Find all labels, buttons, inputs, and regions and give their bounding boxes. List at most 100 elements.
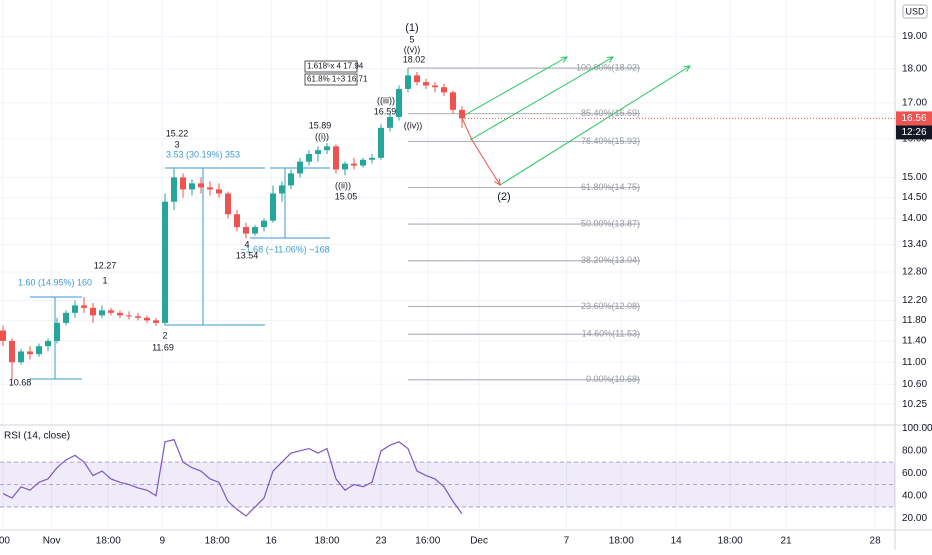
- axes: 19.0018.0017.0016.0015.0014.5014.0013.40…: [0, 31, 932, 547]
- candle-body: [396, 88, 402, 117]
- candle-body: [54, 322, 60, 341]
- candle-body: [261, 220, 267, 228]
- candle-body: [117, 312, 123, 316]
- fib-label: 23.60%(12.08): [581, 301, 640, 311]
- wave-label: 1: [102, 275, 107, 285]
- candle-body: [360, 159, 366, 166]
- currency-badge: [902, 4, 928, 19]
- x-tick-label: 7: [564, 536, 570, 547]
- x-tick-label: 18:00: [314, 536, 339, 547]
- wave-label: ((iii)): [377, 95, 395, 105]
- wave-label: (1): [405, 22, 418, 34]
- fib-label: 61.80%(14.75): [581, 182, 640, 192]
- y-tick-label: 13.40: [902, 239, 927, 250]
- wave-label: ((i)): [315, 131, 329, 141]
- fib-label: 0.00%(10.68): [586, 374, 640, 384]
- wave-label: 10.68: [9, 377, 32, 387]
- x-tick-label: 28: [870, 536, 882, 547]
- wave-label: 5: [409, 34, 414, 44]
- y-tick-label: 12.20: [902, 295, 927, 306]
- candle-body: [459, 109, 465, 119]
- candle-body: [198, 183, 204, 188]
- wave-label: 13.54: [236, 250, 259, 260]
- currency: USD: [905, 6, 925, 16]
- wave-label: 15.22: [166, 128, 189, 138]
- y-tick-label: 10.25: [902, 399, 927, 410]
- candle-body: [126, 315, 132, 317]
- candle-body: [432, 85, 438, 88]
- y-tick-label: 17.00: [902, 97, 927, 108]
- countdown-badge: [896, 125, 932, 140]
- candle-body: [423, 82, 429, 86]
- x-tick-label: 18:00: [718, 536, 743, 547]
- measure-label: −1.68 (−11.06%) −168: [240, 244, 329, 254]
- wave-box: 1.618⁵x 4 17.94: [307, 62, 364, 71]
- candle-body: [180, 177, 186, 190]
- y-tick-label: 11.40: [902, 336, 927, 347]
- candle-body: [369, 157, 375, 160]
- wave-label: 2: [162, 330, 167, 340]
- candle-body: [63, 312, 69, 323]
- rsi-line: [2, 438, 463, 517]
- candle-body: [351, 163, 357, 166]
- wave-label: 3: [174, 139, 179, 149]
- wave-label: 11.69: [152, 342, 174, 352]
- candle-body: [252, 227, 258, 234]
- projection: [461, 57, 690, 185]
- y-tick-label: 11.80: [902, 315, 927, 326]
- candle-body: [162, 201, 168, 323]
- last-price: 16.56: [901, 113, 926, 124]
- wave-label: 16.59: [374, 106, 397, 116]
- y-tick-label: 18.00: [902, 63, 927, 74]
- rsi-pane: [0, 438, 895, 517]
- candle-body: [324, 146, 330, 151]
- candle-body: [333, 146, 339, 170]
- wave-box: 61.8% 1÷3 16.71: [307, 75, 368, 84]
- fib-retracement: 100.00%(18.02) 85.40%(16.69) 76.40%(15.93)…: [408, 62, 640, 384]
- wave-label: ((iv)): [404, 120, 423, 130]
- candle-body: [0, 330, 6, 341]
- last-price-badge: [896, 111, 932, 126]
- y-tick-label: 10.60: [902, 379, 927, 390]
- box-frame: [304, 73, 358, 86]
- candle-body: [9, 340, 15, 363]
- x-tick-label: 23: [375, 536, 387, 547]
- x-tick-label: 18:00: [96, 536, 121, 547]
- candle-body: [387, 116, 393, 128]
- rsi-tick-label: 20.00: [902, 513, 927, 524]
- candle-body: [279, 185, 285, 194]
- wave-labels: (1)5((v))18.02 15.223 12.27 1 2 11.69 413.54 15…: [9, 22, 511, 387]
- candle-body: [81, 305, 87, 308]
- y-tick-label: 11.00: [902, 357, 927, 368]
- y-tick-label: 19.00: [902, 31, 927, 42]
- x-tick-label: 18:00: [609, 536, 634, 547]
- fib-label: 50.00%(13.87): [581, 218, 640, 228]
- candle-body: [189, 183, 195, 190]
- fib-label: 100.00%(18.02): [576, 62, 640, 72]
- x-tick-label: :00: [0, 536, 10, 547]
- measure-label: 1.60 (14.95%) 160: [18, 277, 92, 287]
- candle-body: [225, 193, 231, 215]
- rsi-tick-label: 80.00: [902, 445, 927, 456]
- candle-body: [297, 161, 303, 174]
- wave-label: 4: [244, 239, 249, 249]
- candle-body: [108, 310, 114, 313]
- x-tick-label: Nov: [43, 536, 61, 547]
- candle-body: [36, 346, 42, 355]
- wave-label: 15.05: [335, 191, 358, 201]
- box-frame: [304, 60, 358, 73]
- wave-label: 15.89: [309, 120, 332, 130]
- wave-label: (2): [497, 191, 510, 203]
- candle-body: [342, 163, 348, 170]
- candle-body: [99, 310, 105, 316]
- candle-body: [207, 187, 213, 190]
- rsi-tick-label: 60.00: [902, 468, 927, 479]
- candle-body: [270, 193, 276, 221]
- candle-body: [288, 173, 294, 186]
- candle-body: [405, 75, 411, 89]
- candle-body: [216, 189, 222, 194]
- y-tick-label: 15.00: [902, 172, 927, 183]
- candle-body: [243, 227, 249, 234]
- measure-tools: [30, 167, 330, 380]
- candle-body: [135, 316, 141, 318]
